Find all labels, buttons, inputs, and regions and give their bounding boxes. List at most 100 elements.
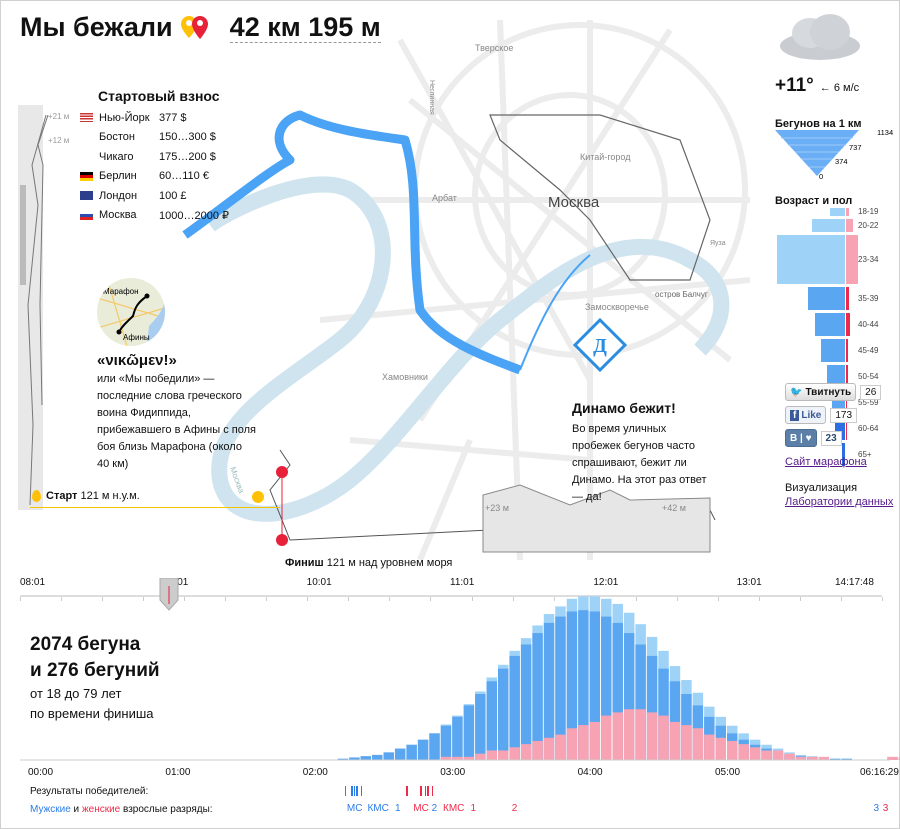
gb-flag-icon — [80, 191, 93, 201]
winners-label: Результаты победителей: — [30, 786, 149, 797]
hist-bar-male — [830, 758, 841, 760]
fee-amount: 1000…2000 ₽ — [159, 209, 229, 222]
twitter-icon: 🐦 — [790, 386, 803, 398]
legend-and: и — [70, 804, 82, 815]
winner-mark-male — [360, 786, 363, 796]
grade-mark-female: 3 — [882, 803, 889, 814]
hist-bar-male — [498, 668, 509, 760]
fee-row: Бостон 150…300 $ — [80, 128, 229, 148]
vk-icon: В | ♥ — [790, 432, 812, 444]
vk-like-button[interactable]: В | ♥ — [785, 429, 817, 447]
hist-bar-female — [452, 756, 463, 760]
marathon-site-link[interactable]: Сайт марафона — [785, 456, 867, 468]
winner-mark-female — [420, 786, 422, 796]
map-label-kitay-gorod: Китай-город — [580, 152, 631, 162]
density-title: Бегунов на 1 км — [775, 118, 862, 130]
athens-map-label-athens: Афины — [123, 333, 150, 342]
timeline-tick — [430, 597, 432, 601]
timeline-tick — [307, 597, 309, 601]
fee-row: Москва 1000…2000 ₽ — [80, 206, 229, 226]
map-label-zamoskvorechye: Замоскворечье — [585, 302, 649, 312]
race-route-end — [519, 254, 591, 371]
age-group-label: 20-22 — [858, 220, 879, 230]
finish-time-histogram — [20, 596, 900, 761]
age-group-label: 40-44 — [858, 319, 879, 329]
hist-bar-male — [463, 705, 475, 760]
map-label-yauza: Яуза — [710, 240, 726, 247]
hist-bar-female — [738, 744, 749, 760]
age-bar-female — [846, 417, 847, 440]
grade-mark-male: 2 — [431, 803, 438, 814]
timeline-tick — [512, 597, 514, 601]
legend-female: женские — [81, 804, 121, 815]
hist-x-tick: 04:00 — [577, 767, 603, 778]
hist-bar-male — [372, 754, 383, 760]
hist-x-tick: 02:00 — [302, 767, 328, 778]
fee-city: Нью-Йорк — [99, 111, 150, 124]
hist-bar-male — [841, 758, 852, 760]
like-count: 173 — [830, 407, 858, 423]
hist-bar-female — [887, 756, 898, 760]
slider-handle[interactable] — [158, 577, 180, 611]
winner-mark-male — [344, 786, 347, 796]
hist-bar-female — [727, 740, 738, 760]
entry-fee-table: Стартовый взнос Нью-Йорк 377 $ Бостон 150…3… — [80, 88, 229, 225]
fee-row: Нью-Йорк 377 $ — [80, 108, 229, 128]
hist-bar-male — [566, 611, 578, 760]
winner-mark-female — [427, 786, 429, 796]
tweet-button[interactable]: 🐦 Твитнуть — [785, 383, 857, 401]
facebook-like-button[interactable]: f Like — [785, 406, 827, 424]
hist-bar-male — [349, 757, 360, 760]
hist-bar-male — [532, 633, 543, 760]
hist-bar-male — [475, 694, 486, 760]
elevation-label-42: +42 м — [662, 503, 686, 513]
timeline-tick — [266, 597, 268, 601]
fee-row: Лондон 100 £ — [80, 186, 229, 206]
timeline-tick-label: 12:01 — [593, 577, 619, 588]
timeline-tick — [717, 597, 719, 601]
quote-text: или «Мы победили» — последние слова греч… — [97, 373, 256, 470]
elevation-label-23: +23 м — [485, 503, 509, 513]
hist-bar-female — [749, 747, 761, 760]
visualization-label: Визуализация — [785, 482, 858, 494]
timeline-tick-label: 08:01 — [20, 577, 46, 588]
page-title: Мы бежали 42 км 195 м — [20, 12, 381, 43]
marathon-athens-map: Марафон Афины — [97, 278, 165, 346]
hist-bar-male — [452, 716, 463, 760]
age-bar-female — [846, 313, 850, 336]
age-group-label: 45-49 — [858, 345, 879, 355]
hist-bar-male — [360, 756, 372, 760]
grade-mark-male: МС — [346, 803, 363, 814]
hist-bar-male — [589, 611, 601, 760]
age-group-label: 35-39 — [858, 293, 879, 303]
timeline-tick — [553, 597, 555, 601]
timeline-tick — [758, 597, 760, 601]
age-bar-female — [846, 365, 848, 388]
timeline-tick-label: 14:17:48 — [835, 577, 874, 588]
age-title: Возраст и пол — [775, 195, 853, 207]
age-group-label: 55-59 — [858, 397, 879, 407]
fee-amount: 175…200 $ — [159, 150, 216, 163]
hist-x-tick: 06:16:29 — [860, 767, 899, 778]
nikomen-note: «νικῶμεν!» или «Мы победили» — последние… — [97, 352, 257, 473]
female-count: и 276 бегуний — [30, 660, 160, 681]
fee-amount: 150…300 $ — [159, 131, 216, 144]
age-bar-male — [777, 235, 845, 284]
hist-bar-female — [566, 728, 578, 760]
hist-bar-male — [543, 622, 555, 760]
data-lab-link[interactable]: Лаборатории данных — [785, 496, 894, 508]
age-bar-male — [835, 417, 845, 440]
tweet-count: 26 — [860, 384, 882, 400]
hist-bar-female — [578, 725, 589, 760]
hist-bar-female — [475, 753, 486, 760]
hist-bar-female — [589, 721, 601, 760]
runner-stats: 2074 бегуна и 276 бегуний от 18 до 79 ле… — [30, 632, 160, 724]
age-bar-female — [846, 219, 853, 232]
age-bar-male — [842, 443, 845, 466]
hist-bar-female — [509, 747, 520, 760]
hist-bar-female — [761, 750, 772, 760]
fee-city: Москва — [99, 209, 137, 222]
age-bar-male — [812, 219, 845, 232]
hist-bar-male — [383, 752, 394, 760]
